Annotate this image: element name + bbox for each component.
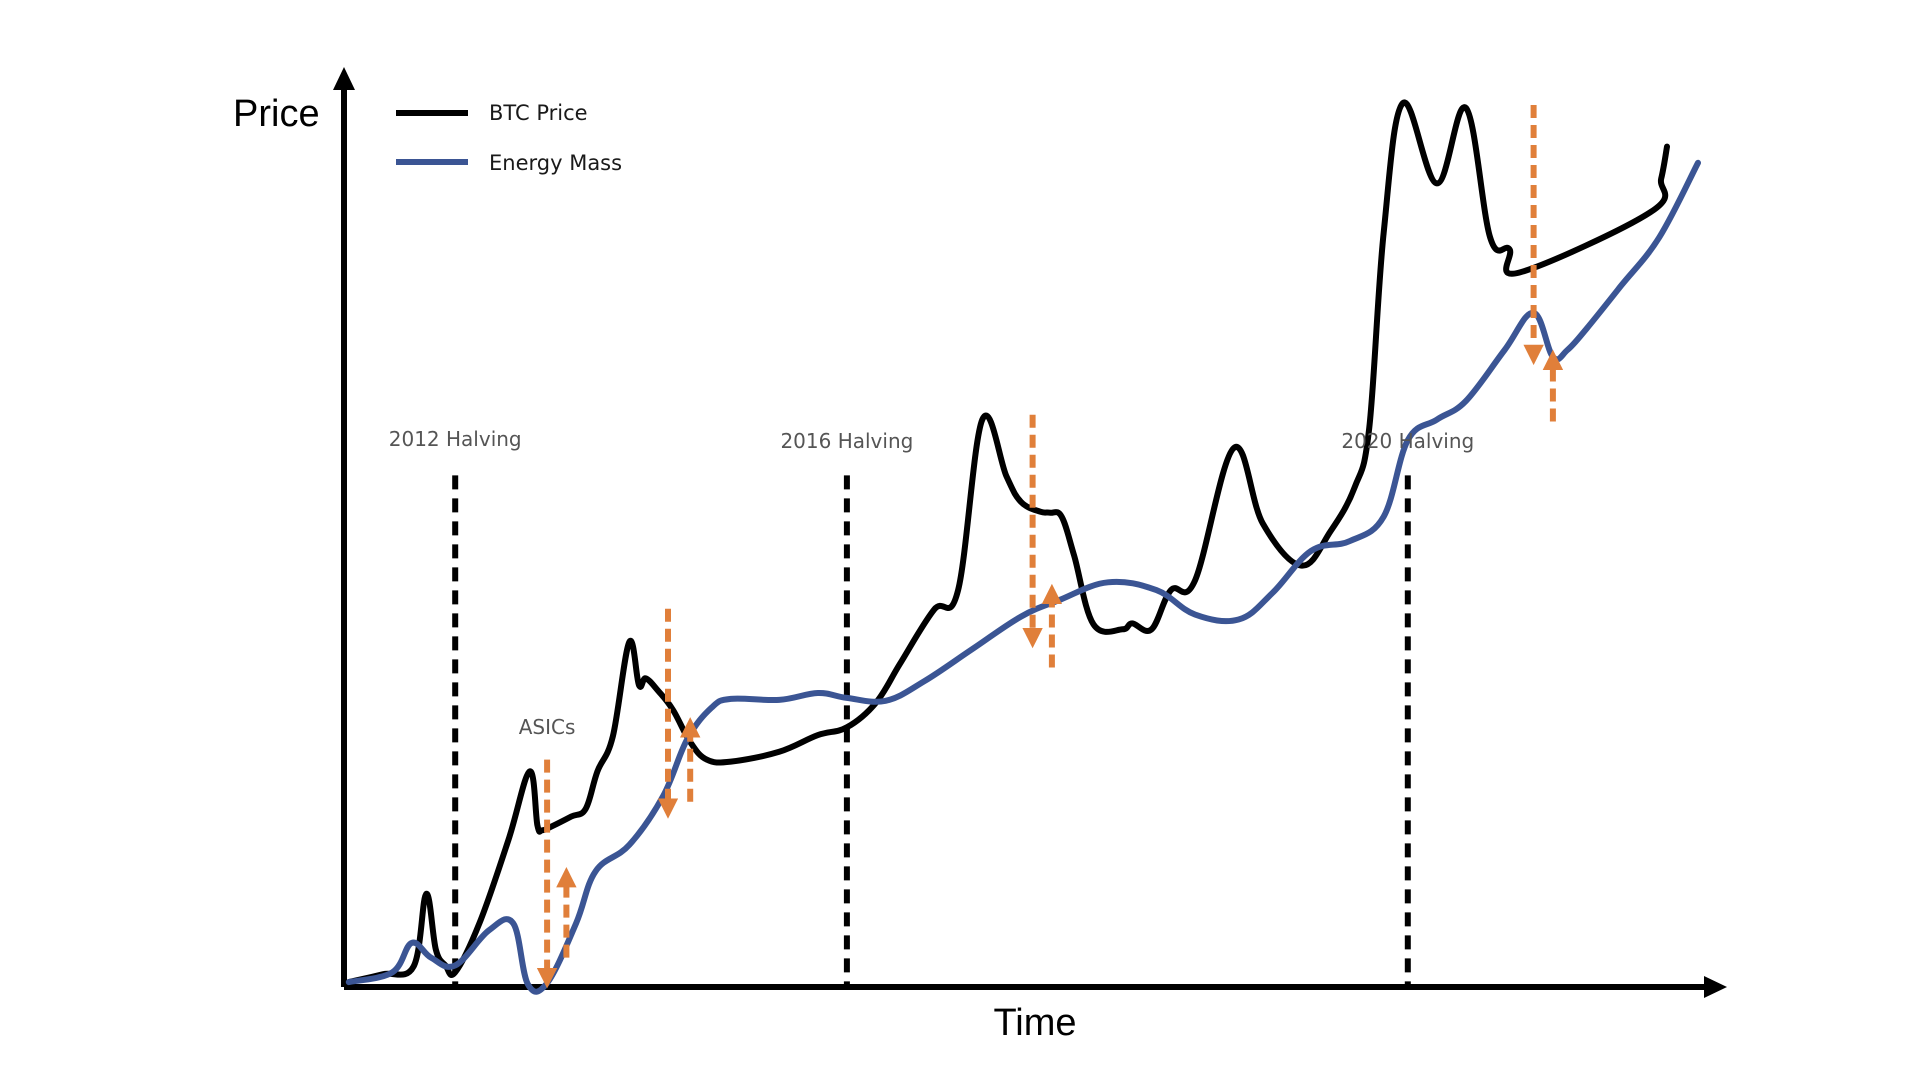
annotation-label: ASICs [519, 715, 576, 739]
x-axis-arrowhead [1704, 976, 1727, 998]
y-axis-arrowhead [333, 67, 355, 90]
annotation-label: 2020 Halving [1341, 429, 1474, 453]
axes: Price Time [233, 67, 1727, 1044]
series-line-energy-mass [345, 159, 1701, 995]
annotation-label: 2016 Halving [780, 429, 913, 453]
halving-lines [452, 475, 1411, 987]
annotation-labels: 2012 Halving ASICs 2016 Halving 2020 Halvin… [389, 427, 1474, 739]
series-lines [345, 99, 1701, 995]
x-axis-title: Time [993, 1002, 1076, 1044]
legend-label-energy: Energy Mass [489, 151, 622, 175]
annotation-arrows [536, 105, 1564, 989]
series-line-btc-price [345, 99, 1670, 986]
y-axis-title: Price [233, 93, 320, 135]
annotation-label: 2012 Halving [389, 427, 522, 451]
legend-label-btc: BTC Price [489, 101, 588, 125]
legend: BTC Price Energy Mass [396, 101, 622, 175]
